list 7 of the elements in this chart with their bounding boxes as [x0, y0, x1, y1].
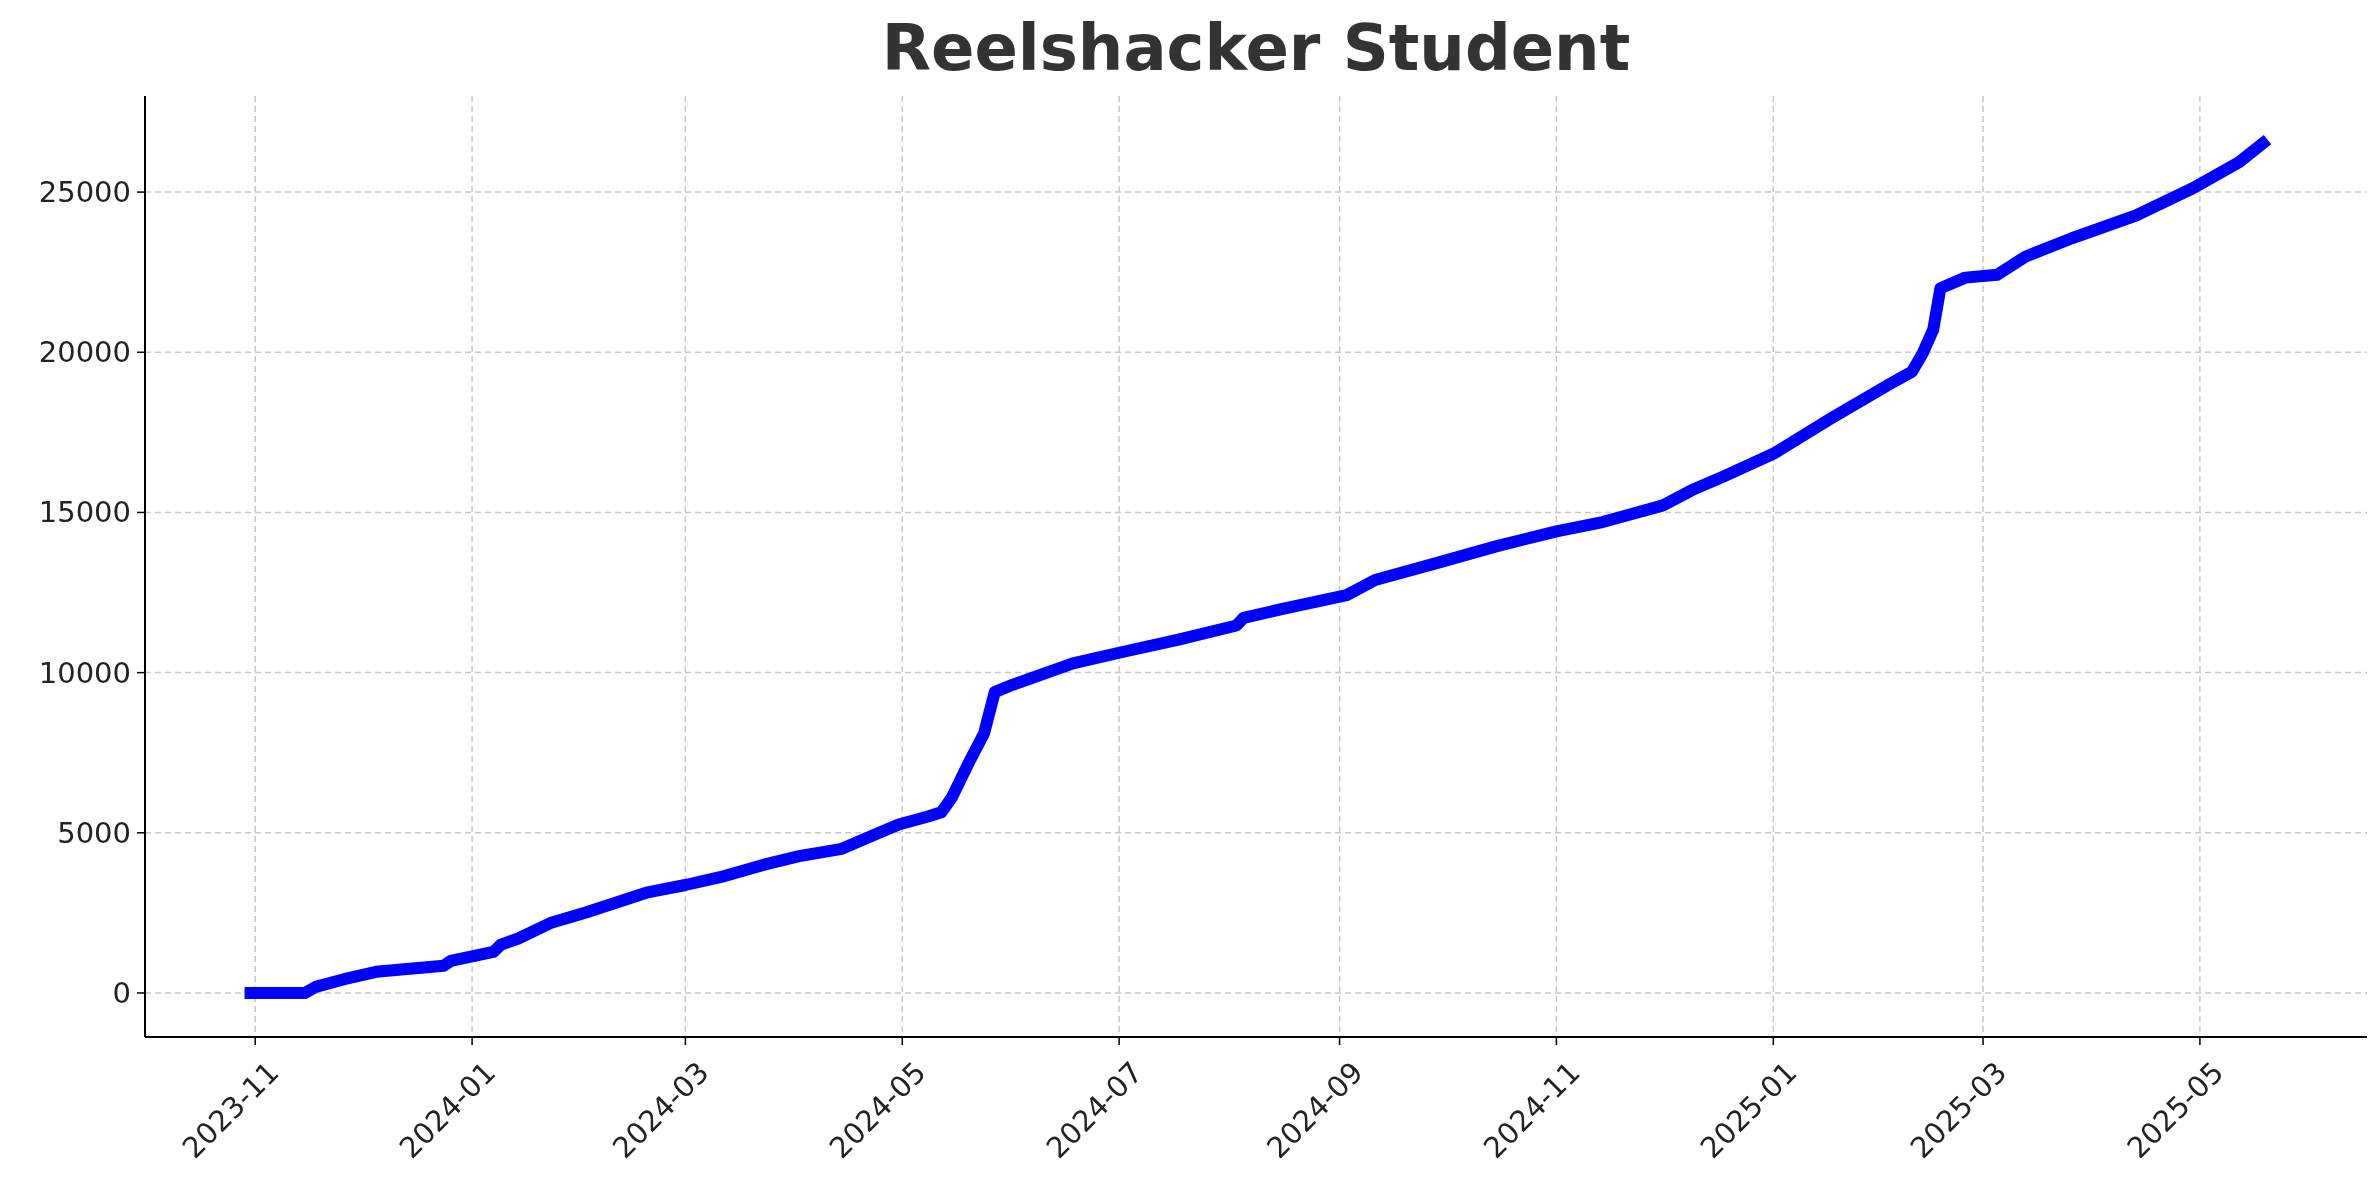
y-tick-label: 5000 [57, 815, 131, 850]
y-tick-label: 20000 [38, 335, 131, 370]
y-tick-label: 10000 [38, 655, 131, 690]
y-tick-label: 0 [112, 975, 131, 1010]
chart-title: Reelshacker Student [881, 11, 1631, 85]
y-tick-label: 25000 [38, 175, 131, 210]
y-tick-label: 15000 [38, 495, 131, 530]
